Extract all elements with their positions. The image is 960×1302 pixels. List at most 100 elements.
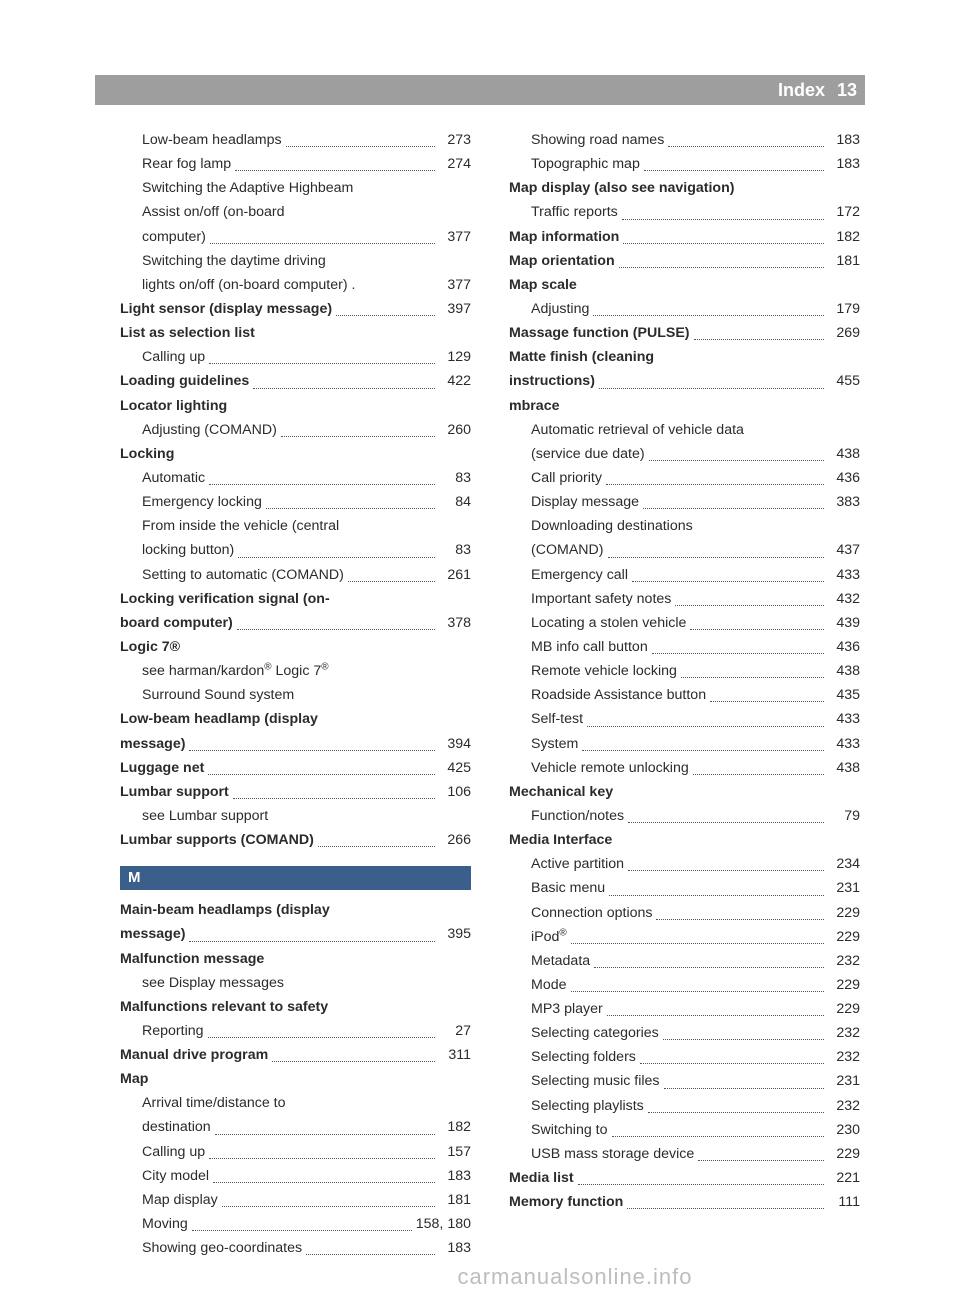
entry-label: instructions) bbox=[509, 369, 595, 393]
leader-dots bbox=[593, 315, 824, 316]
entry-label: (COMAND) bbox=[531, 538, 604, 562]
entry-label: iPod® bbox=[531, 925, 567, 949]
entry-label: Selecting folders bbox=[531, 1045, 636, 1069]
index-entry: Locator lighting bbox=[120, 394, 471, 418]
entry-label: lights on/off (on-board computer) . bbox=[142, 273, 355, 297]
index-entry: iPod®229 bbox=[509, 925, 860, 949]
index-entry: Arrival time/distance todestination182 bbox=[120, 1091, 471, 1139]
leader-dots bbox=[609, 895, 824, 896]
entry-label: Map bbox=[120, 1071, 148, 1087]
index-entry: Remote vehicle locking438 bbox=[509, 659, 860, 683]
entry-label: Arrival time/distance to bbox=[142, 1095, 286, 1111]
entry-label: MB info call button bbox=[531, 635, 648, 659]
index-entry: Media list221 bbox=[509, 1166, 860, 1190]
leader-dots bbox=[209, 363, 435, 364]
entry-label: Locking verification signal (on- bbox=[120, 591, 330, 607]
left-column: Low-beam headlamps273Rear fog lamp274Swi… bbox=[120, 128, 471, 1260]
entry-label: Setting to automatic (COMAND) bbox=[142, 563, 344, 587]
entry-page: 377 bbox=[439, 273, 471, 297]
index-entry: Mode229 bbox=[509, 973, 860, 997]
leader-dots bbox=[694, 339, 824, 340]
leader-dots bbox=[649, 460, 824, 461]
leader-dots bbox=[664, 1088, 824, 1089]
leader-dots bbox=[607, 1015, 824, 1016]
entry-label: Basic menu bbox=[531, 876, 605, 900]
section-letter-m: M bbox=[120, 866, 471, 890]
entry-page: 378 bbox=[439, 611, 471, 635]
entry-page: 106 bbox=[439, 780, 471, 804]
index-entry: Roadside Assistance button435 bbox=[509, 683, 860, 707]
entry-label: Media Interface bbox=[509, 832, 612, 848]
entry-label: locking button) bbox=[142, 538, 234, 562]
index-entry: Lumbar supports (COMAND)266 bbox=[120, 828, 471, 852]
index-entry: Display message383 bbox=[509, 490, 860, 514]
entry-page: 183 bbox=[828, 152, 860, 176]
index-entry: Calling up157 bbox=[120, 1140, 471, 1164]
entry-page: 229 bbox=[828, 997, 860, 1021]
index-entry: Light sensor (display message)397 bbox=[120, 297, 471, 321]
entry-page: 183 bbox=[439, 1164, 471, 1188]
index-entry: Traffic reports172 bbox=[509, 200, 860, 224]
entry-label: Media list bbox=[509, 1166, 574, 1190]
index-entry: Luggage net425 bbox=[120, 756, 471, 780]
entry-page: 83 bbox=[439, 538, 471, 562]
leader-dots bbox=[281, 436, 435, 437]
index-entry: Active partition234 bbox=[509, 852, 860, 876]
index-entry: Lumbar support106 bbox=[120, 780, 471, 804]
entry-page: 261 bbox=[439, 563, 471, 587]
entry-label: Active partition bbox=[531, 852, 624, 876]
entry-page: 27 bbox=[439, 1019, 471, 1043]
index-entry: Mechanical key bbox=[509, 780, 860, 804]
entry-page: 183 bbox=[828, 128, 860, 152]
entry-label: Showing road names bbox=[531, 128, 664, 152]
leader-dots bbox=[594, 967, 824, 968]
index-entry: Moving158, 180 bbox=[120, 1212, 471, 1236]
leader-dots bbox=[336, 315, 435, 316]
entry-page: 229 bbox=[828, 901, 860, 925]
entry-label: Locator lighting bbox=[120, 398, 227, 414]
leader-dots bbox=[681, 677, 824, 678]
entry-page: 269 bbox=[828, 321, 860, 345]
entry-label: Low-beam headlamps bbox=[142, 128, 282, 152]
index-entry: Selecting folders 232 bbox=[509, 1045, 860, 1069]
leader-dots bbox=[643, 508, 824, 509]
entry-label: Locating a stolen vehicle bbox=[531, 611, 686, 635]
entry-label: Map display (also see navigation) bbox=[509, 180, 734, 196]
leader-dots bbox=[622, 219, 824, 220]
entry-page: 231 bbox=[828, 1069, 860, 1093]
entry-label: Mechanical key bbox=[509, 784, 613, 800]
index-entry: MB info call button 436 bbox=[509, 635, 860, 659]
leader-dots bbox=[209, 484, 435, 485]
index-entry: Manual drive program311 bbox=[120, 1043, 471, 1067]
entry-page: 229 bbox=[828, 1142, 860, 1166]
leader-dots bbox=[189, 941, 435, 942]
index-entry: Media Interface bbox=[509, 828, 860, 852]
index-entry: MP3 player229 bbox=[509, 997, 860, 1021]
header-title: Index bbox=[778, 75, 825, 105]
index-entry: Adjusting179 bbox=[509, 297, 860, 321]
entry-label: Emergency locking bbox=[142, 490, 262, 514]
entry-page: 394 bbox=[439, 732, 471, 756]
leader-dots bbox=[640, 1063, 824, 1064]
entry-page: 232 bbox=[828, 1045, 860, 1069]
leader-dots bbox=[209, 1158, 435, 1159]
index-entry: Matte finish (cleaninginstructions)455 bbox=[509, 345, 860, 393]
entry-label: Important safety notes bbox=[531, 587, 671, 611]
leader-dots bbox=[587, 726, 824, 727]
entry-label: USB mass storage device bbox=[531, 1142, 694, 1166]
entry-label: see Lumbar support bbox=[142, 808, 268, 824]
entry-label: Lumbar supports (COMAND) bbox=[120, 828, 314, 852]
index-entry: Self-test433 bbox=[509, 707, 860, 731]
leader-dots bbox=[693, 774, 824, 775]
entry-page: 436 bbox=[828, 635, 860, 659]
entry-label: Downloading destinations bbox=[531, 518, 693, 534]
entry-label: Main-beam headlamps (display bbox=[120, 902, 330, 918]
index-entry: Downloading destinations (COMAND) 437 bbox=[509, 514, 860, 562]
entry-label: board computer) bbox=[120, 611, 233, 635]
entry-page: 437 bbox=[828, 538, 860, 562]
leader-dots bbox=[628, 870, 824, 871]
index-entry: Setting to automatic (COMAND) 261 bbox=[120, 563, 471, 587]
index-entry: Massage function (PULSE)269 bbox=[509, 321, 860, 345]
leader-dots bbox=[612, 1136, 825, 1137]
leader-dots bbox=[237, 629, 435, 630]
